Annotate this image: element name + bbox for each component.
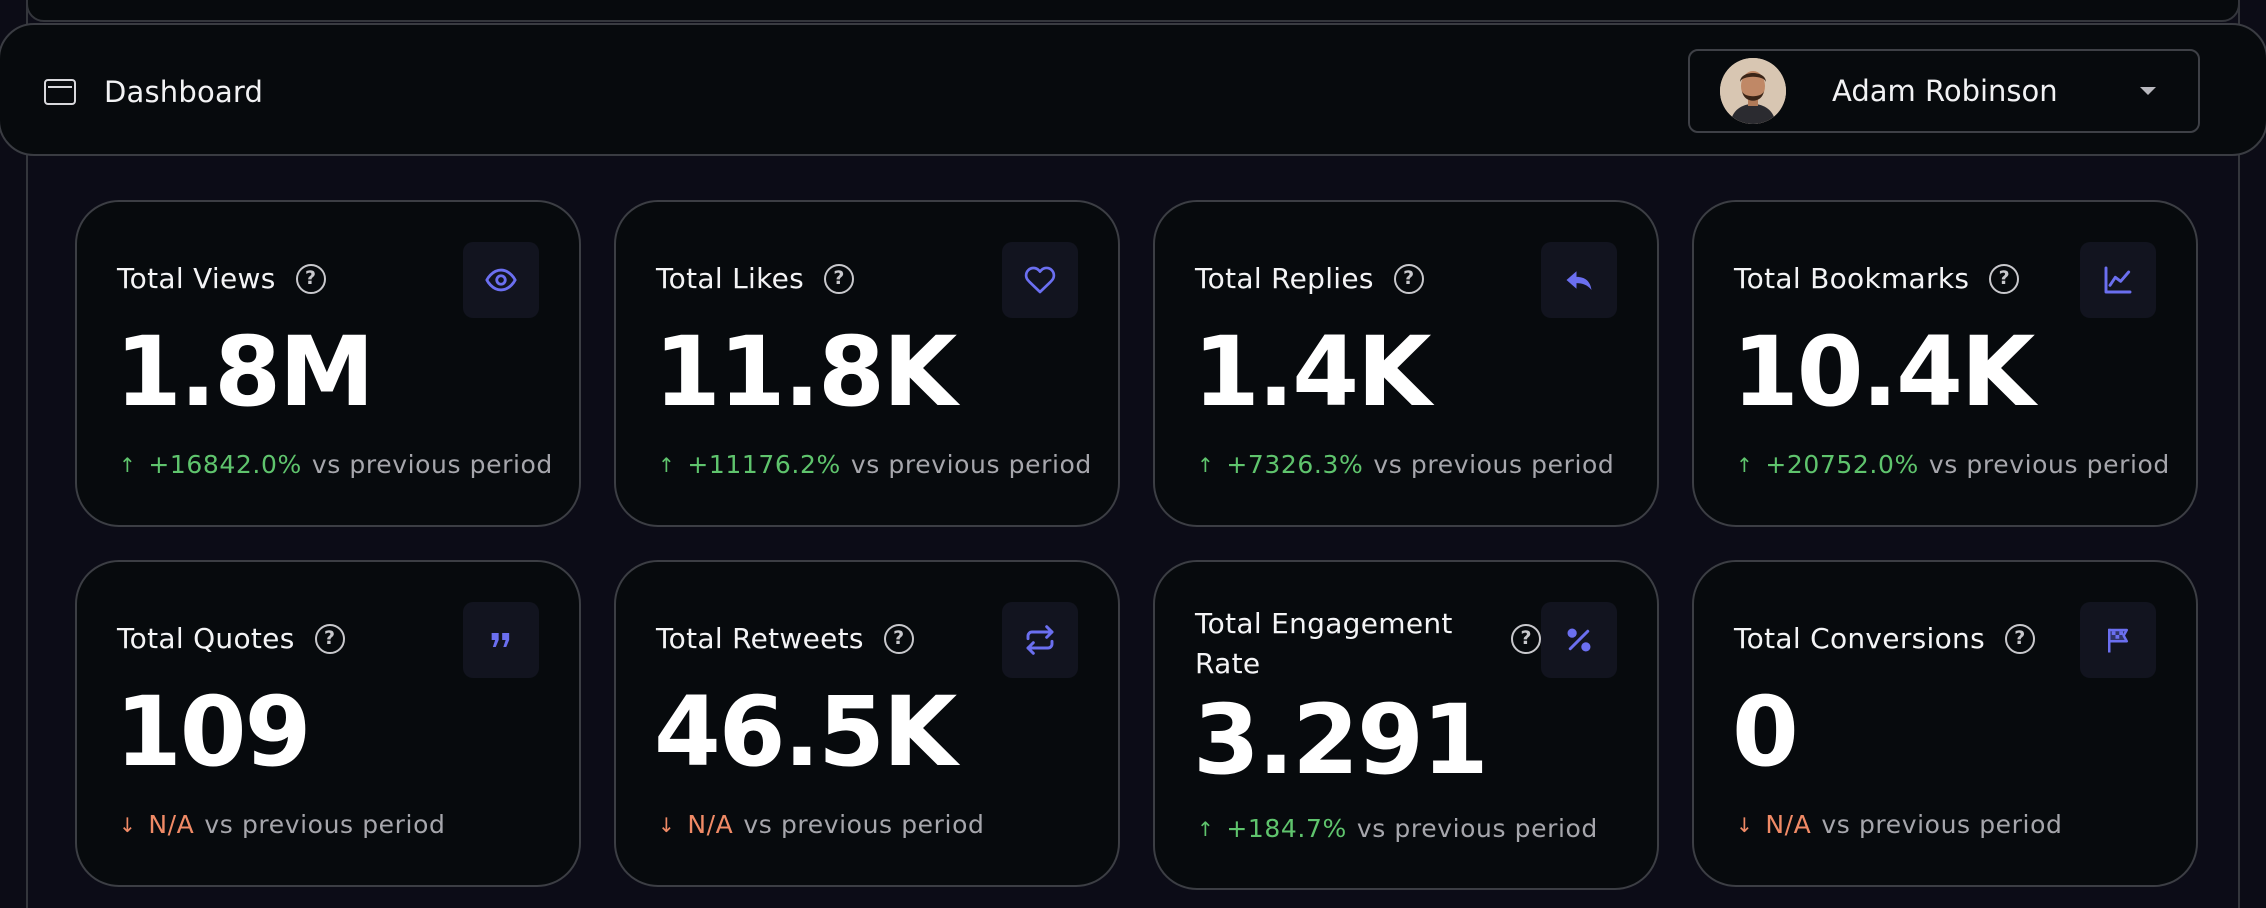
change-percent: +16842.0% xyxy=(148,450,302,479)
change-percent: +184.7% xyxy=(1226,814,1347,843)
stat-value: 3.291 xyxy=(1193,684,1489,796)
change-percent: N/A xyxy=(687,810,734,839)
stat-value: 46.5K xyxy=(654,676,957,788)
help-icon[interactable]: ? xyxy=(1989,263,2020,294)
header-bar: Dashboard Adam Robinson xyxy=(0,23,2266,156)
stat-change: ↑ +11176.2% vs previous period xyxy=(658,450,1092,479)
arrow-down-icon: ↓ xyxy=(119,812,137,837)
card-title: Total Views xyxy=(117,262,276,295)
comparison-label: vs previous period xyxy=(743,810,985,839)
arrow-down-icon: ↓ xyxy=(1736,812,1754,837)
help-icon[interactable]: ? xyxy=(295,263,326,294)
card-title: Total Engagement Rate xyxy=(1195,607,1453,680)
quote-icon xyxy=(463,602,539,678)
stat-change: ↓ N/A vs previous period xyxy=(119,810,445,839)
heart-icon xyxy=(1002,242,1078,318)
percent-icon xyxy=(1541,602,1617,678)
arrow-up-icon: ↑ xyxy=(1197,452,1215,477)
stat-card-total-bookmarks: Total Bookmarks? 10.4K ↑ +20752.0% vs prev… xyxy=(1692,200,2198,527)
stat-value: 0 xyxy=(1732,676,1799,788)
stat-value: 1.8M xyxy=(115,316,375,428)
help-icon[interactable]: ? xyxy=(1393,263,1424,294)
card-title: Total Bookmarks xyxy=(1734,262,1970,295)
reply-icon xyxy=(1541,242,1617,318)
change-percent: N/A xyxy=(148,810,195,839)
stat-card-total-replies: Total Replies? 1.4K ↑ +7326.3% vs previous… xyxy=(1153,200,1659,527)
help-icon[interactable]: ? xyxy=(1511,624,1541,654)
user-menu-dropdown[interactable]: Adam Robinson xyxy=(1688,49,2200,133)
comparison-label: vs previous period xyxy=(311,450,553,479)
comparison-label: vs previous period xyxy=(1373,450,1615,479)
card-title: Total Replies xyxy=(1195,262,1374,295)
stat-change: ↑ +7326.3% vs previous period xyxy=(1197,450,1614,479)
stat-card-total-conversions: Total Conversions? 0 ↓ N/A vs previous per… xyxy=(1692,560,2198,887)
stat-change: ↑ +20752.0% vs previous period xyxy=(1736,450,2170,479)
arrow-up-icon: ↑ xyxy=(1736,452,1754,477)
help-icon[interactable]: ? xyxy=(314,623,345,654)
card-title: Total Quotes xyxy=(117,622,295,655)
user-name: Adam Robinson xyxy=(1832,74,2058,108)
card-title: Total Likes xyxy=(656,262,805,295)
comparison-label: vs previous period xyxy=(1821,810,2063,839)
help-icon[interactable]: ? xyxy=(824,263,855,294)
window-icon xyxy=(44,79,76,105)
comparison-label: vs previous period xyxy=(204,810,446,839)
stat-card-total-engagement-rate: Total Engagement Rate ? 3.291 ↑ +184.7% vs… xyxy=(1153,560,1659,890)
stat-value: 1.4K xyxy=(1193,316,1431,428)
arrow-up-icon: ↑ xyxy=(119,452,137,477)
change-percent: +11176.2% xyxy=(687,450,841,479)
card-title: Total Retweets xyxy=(656,622,864,655)
arrow-down-icon: ↓ xyxy=(658,812,676,837)
dashboard-link[interactable]: Dashboard xyxy=(44,75,263,109)
change-percent: +20752.0% xyxy=(1765,450,1919,479)
comparison-label: vs previous period xyxy=(850,450,1092,479)
top-panel xyxy=(26,0,2240,22)
stat-card-total-retweets: Total Retweets? 46.5K ↓ N/A vs previous pe… xyxy=(614,560,1120,887)
stat-card-total-quotes: Total Quotes? 109 ↓ N/A vs previous period xyxy=(75,560,581,887)
eye-icon xyxy=(463,242,539,318)
stat-change: ↓ N/A vs previous period xyxy=(1736,810,2062,839)
change-percent: N/A xyxy=(1765,810,1812,839)
card-title: Total Conversions xyxy=(1734,622,1985,655)
avatar xyxy=(1720,58,1786,124)
change-percent: +7326.3% xyxy=(1226,450,1364,479)
chevron-down-icon xyxy=(2140,87,2156,95)
arrow-up-icon: ↑ xyxy=(1197,816,1215,841)
stat-card-total-views: Total Views? 1.8M ↑ +16842.0% vs previous … xyxy=(75,200,581,527)
stat-change: ↑ +184.7% vs previous period xyxy=(1197,814,1598,843)
page-title: Dashboard xyxy=(104,75,264,109)
comparison-label: vs previous period xyxy=(1928,450,2170,479)
line-chart-icon xyxy=(2080,242,2156,318)
help-icon[interactable]: ? xyxy=(883,623,914,654)
stat-value: 10.4K xyxy=(1732,316,2035,428)
stat-change: ↓ N/A vs previous period xyxy=(658,810,984,839)
stat-value: 109 xyxy=(115,676,311,788)
arrow-up-icon: ↑ xyxy=(658,452,676,477)
stat-change: ↑ +16842.0% vs previous period xyxy=(119,450,553,479)
flag-icon xyxy=(2080,602,2156,678)
help-icon[interactable]: ? xyxy=(2004,623,2035,654)
stat-value: 11.8K xyxy=(654,316,957,428)
comparison-label: vs previous period xyxy=(1356,814,1598,843)
retweet-icon xyxy=(1002,602,1078,678)
stat-card-total-likes: Total Likes? 11.8K ↑ +11176.2% vs previous… xyxy=(614,200,1120,527)
